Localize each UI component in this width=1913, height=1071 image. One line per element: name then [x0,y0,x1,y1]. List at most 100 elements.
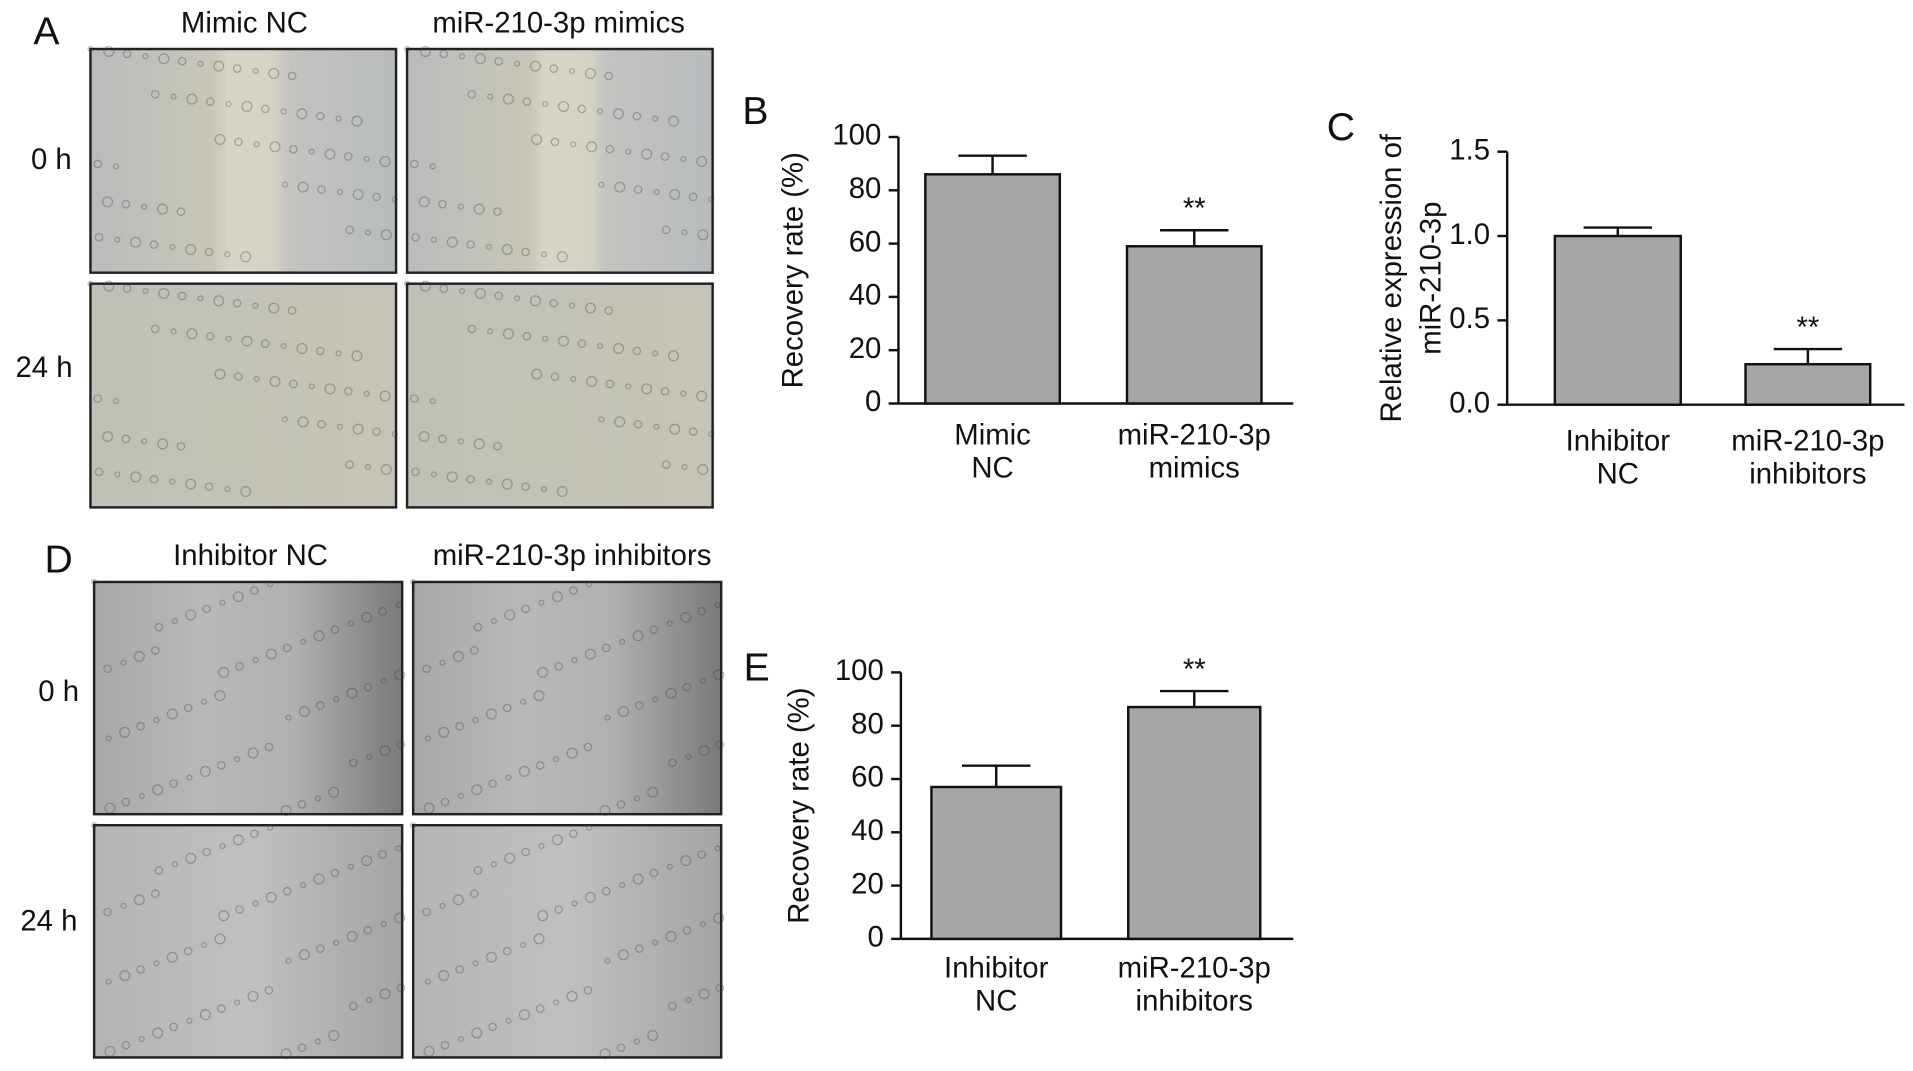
cell [298,706,310,718]
cell [380,229,392,241]
cell [697,229,709,241]
cell [430,471,437,478]
cell [201,698,208,705]
y-tick-label: 0.0 [1449,386,1490,419]
cell [333,939,340,946]
cell [403,45,411,53]
cell [715,740,725,749]
cell [586,581,593,588]
cell [185,852,197,864]
cell [485,243,493,251]
cell [665,930,677,942]
cell [602,643,611,653]
cell [234,756,241,763]
cell [668,1001,677,1011]
cell [423,1045,435,1057]
cell [471,784,483,796]
cell [520,698,527,705]
cell [344,152,353,161]
cell [280,342,287,350]
cell [141,438,148,445]
cell [241,335,253,347]
cell [352,423,364,435]
cell [324,148,336,160]
cell [602,886,611,896]
cell [551,834,563,846]
cell [219,842,226,850]
cell [604,714,611,721]
cell [698,988,710,1000]
cell [490,861,497,868]
cell [540,251,548,258]
cell [571,657,578,664]
cell [394,669,406,681]
cell [314,1038,321,1045]
cell [133,894,145,906]
cell [171,861,178,868]
cell [666,863,673,870]
cell [473,866,483,875]
cell [224,485,231,493]
cell [152,1027,164,1039]
cell [688,192,698,202]
cell [149,240,159,249]
error-bar [1160,689,1229,708]
cell [424,735,431,742]
cell [652,696,659,703]
cell [282,643,292,653]
cell [154,622,164,632]
cell [103,907,112,917]
y-axis-label: Relative expression of [1375,133,1408,422]
cell [556,251,568,263]
y-axis-label: miR-210-3p [1414,202,1447,355]
cell [430,236,437,243]
cell [252,657,259,664]
cell [335,115,342,122]
cell [93,394,103,403]
cell [333,696,340,703]
cell [91,578,98,586]
cell [296,108,308,120]
cell [391,430,398,438]
significance: ** [1183,653,1206,686]
cell [411,232,420,242]
cell [183,703,193,713]
cell [154,866,164,875]
cell [336,188,343,196]
cell [335,350,342,357]
cell [457,792,464,799]
cell [632,873,644,885]
cell [87,280,94,287]
cell [616,1043,626,1052]
cell [157,438,169,450]
cell [466,474,475,484]
y-axis-label: Recovery rate (%) [776,152,809,388]
cell [240,251,252,263]
cell [635,944,644,953]
cell [285,957,292,964]
cell [438,199,447,209]
cell [268,67,280,79]
cell [652,115,659,122]
cell [87,45,94,53]
y-tick-label: 1.5 [1449,133,1490,166]
cell [542,335,549,342]
cell [102,196,114,208]
cell [493,441,502,451]
cell [150,646,160,655]
cell [540,485,548,493]
cell [472,960,479,967]
cell [158,287,170,299]
cell [317,185,326,194]
cell [613,108,625,120]
cell [142,287,149,295]
cell [149,474,159,484]
cell [166,951,178,963]
cell [533,690,545,702]
cell [682,682,692,692]
cell [583,742,593,752]
bar [1553,234,1682,406]
cell [379,155,391,167]
cell [232,298,242,308]
cell [566,990,578,1002]
